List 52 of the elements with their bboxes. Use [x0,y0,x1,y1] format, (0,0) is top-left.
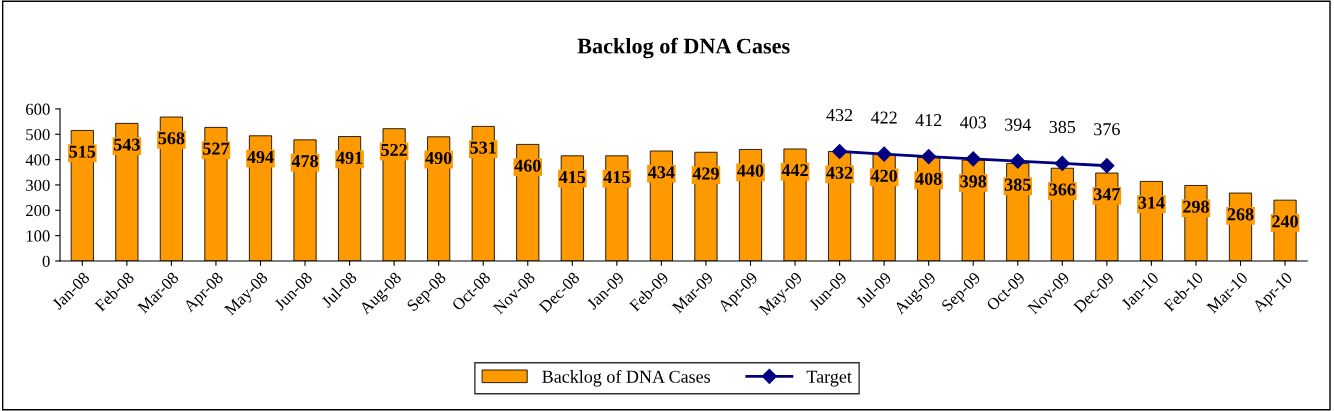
y-tick-label: 0 [42,255,50,267]
legend-label: Backlog of DNA Cases [542,369,711,387]
data-label: 432 [826,166,853,179]
data-label: 478 [291,154,318,168]
data-label: 531 [470,141,496,154]
point [965,151,981,167]
data-label: 432 [826,108,853,122]
data-label: 415 [559,171,586,184]
data-label: 568 [158,132,185,145]
y-tick-label: 500 [26,128,50,141]
data-label: 408 [915,172,942,185]
data-label: 366 [1049,183,1076,196]
data-label: 415 [603,171,630,184]
data-label: 522 [381,143,407,157]
data-label: 376 [1094,123,1120,136]
point [1099,158,1115,174]
data-label: 314 [1138,196,1165,209]
data-label: 442 [781,164,808,177]
data-label: 240 [1272,215,1298,228]
data-label: 394 [1005,118,1032,131]
y-tick-label: 400 [25,154,50,166]
data-label: 422 [870,111,897,124]
point [832,143,848,160]
data-label: 347 [1094,188,1120,201]
data-label: 440 [737,164,764,177]
data-label: 385 [1004,178,1031,191]
point [876,146,892,162]
data-label: 491 [336,151,363,164]
y-tick-label: 300 [26,179,50,191]
data-label: 527 [203,142,230,155]
data-label: 494 [247,150,274,164]
point [1010,153,1026,169]
point [921,148,937,165]
data-label: 268 [1227,208,1254,221]
data-label: 543 [114,138,140,151]
data-label: 429 [692,167,719,180]
data-label: 490 [425,151,452,165]
chart-title: Backlog of DNA Cases [577,37,790,59]
data-label: 515 [69,145,96,158]
data-label: 434 [648,166,675,179]
point [1054,155,1070,171]
data-label: 460 [514,159,541,172]
data-label: 420 [870,169,897,182]
data-label: 298 [1183,200,1209,213]
y-tick-label: 600 [26,103,50,115]
data-label: 403 [960,116,987,129]
legend-label: Target [806,370,852,387]
y-tick-label: 200 [26,204,50,217]
y-tick-label: 100 [26,230,50,242]
data-label: 398 [960,175,987,188]
data-label: 385 [1049,120,1076,134]
data-label: 412 [915,114,942,127]
